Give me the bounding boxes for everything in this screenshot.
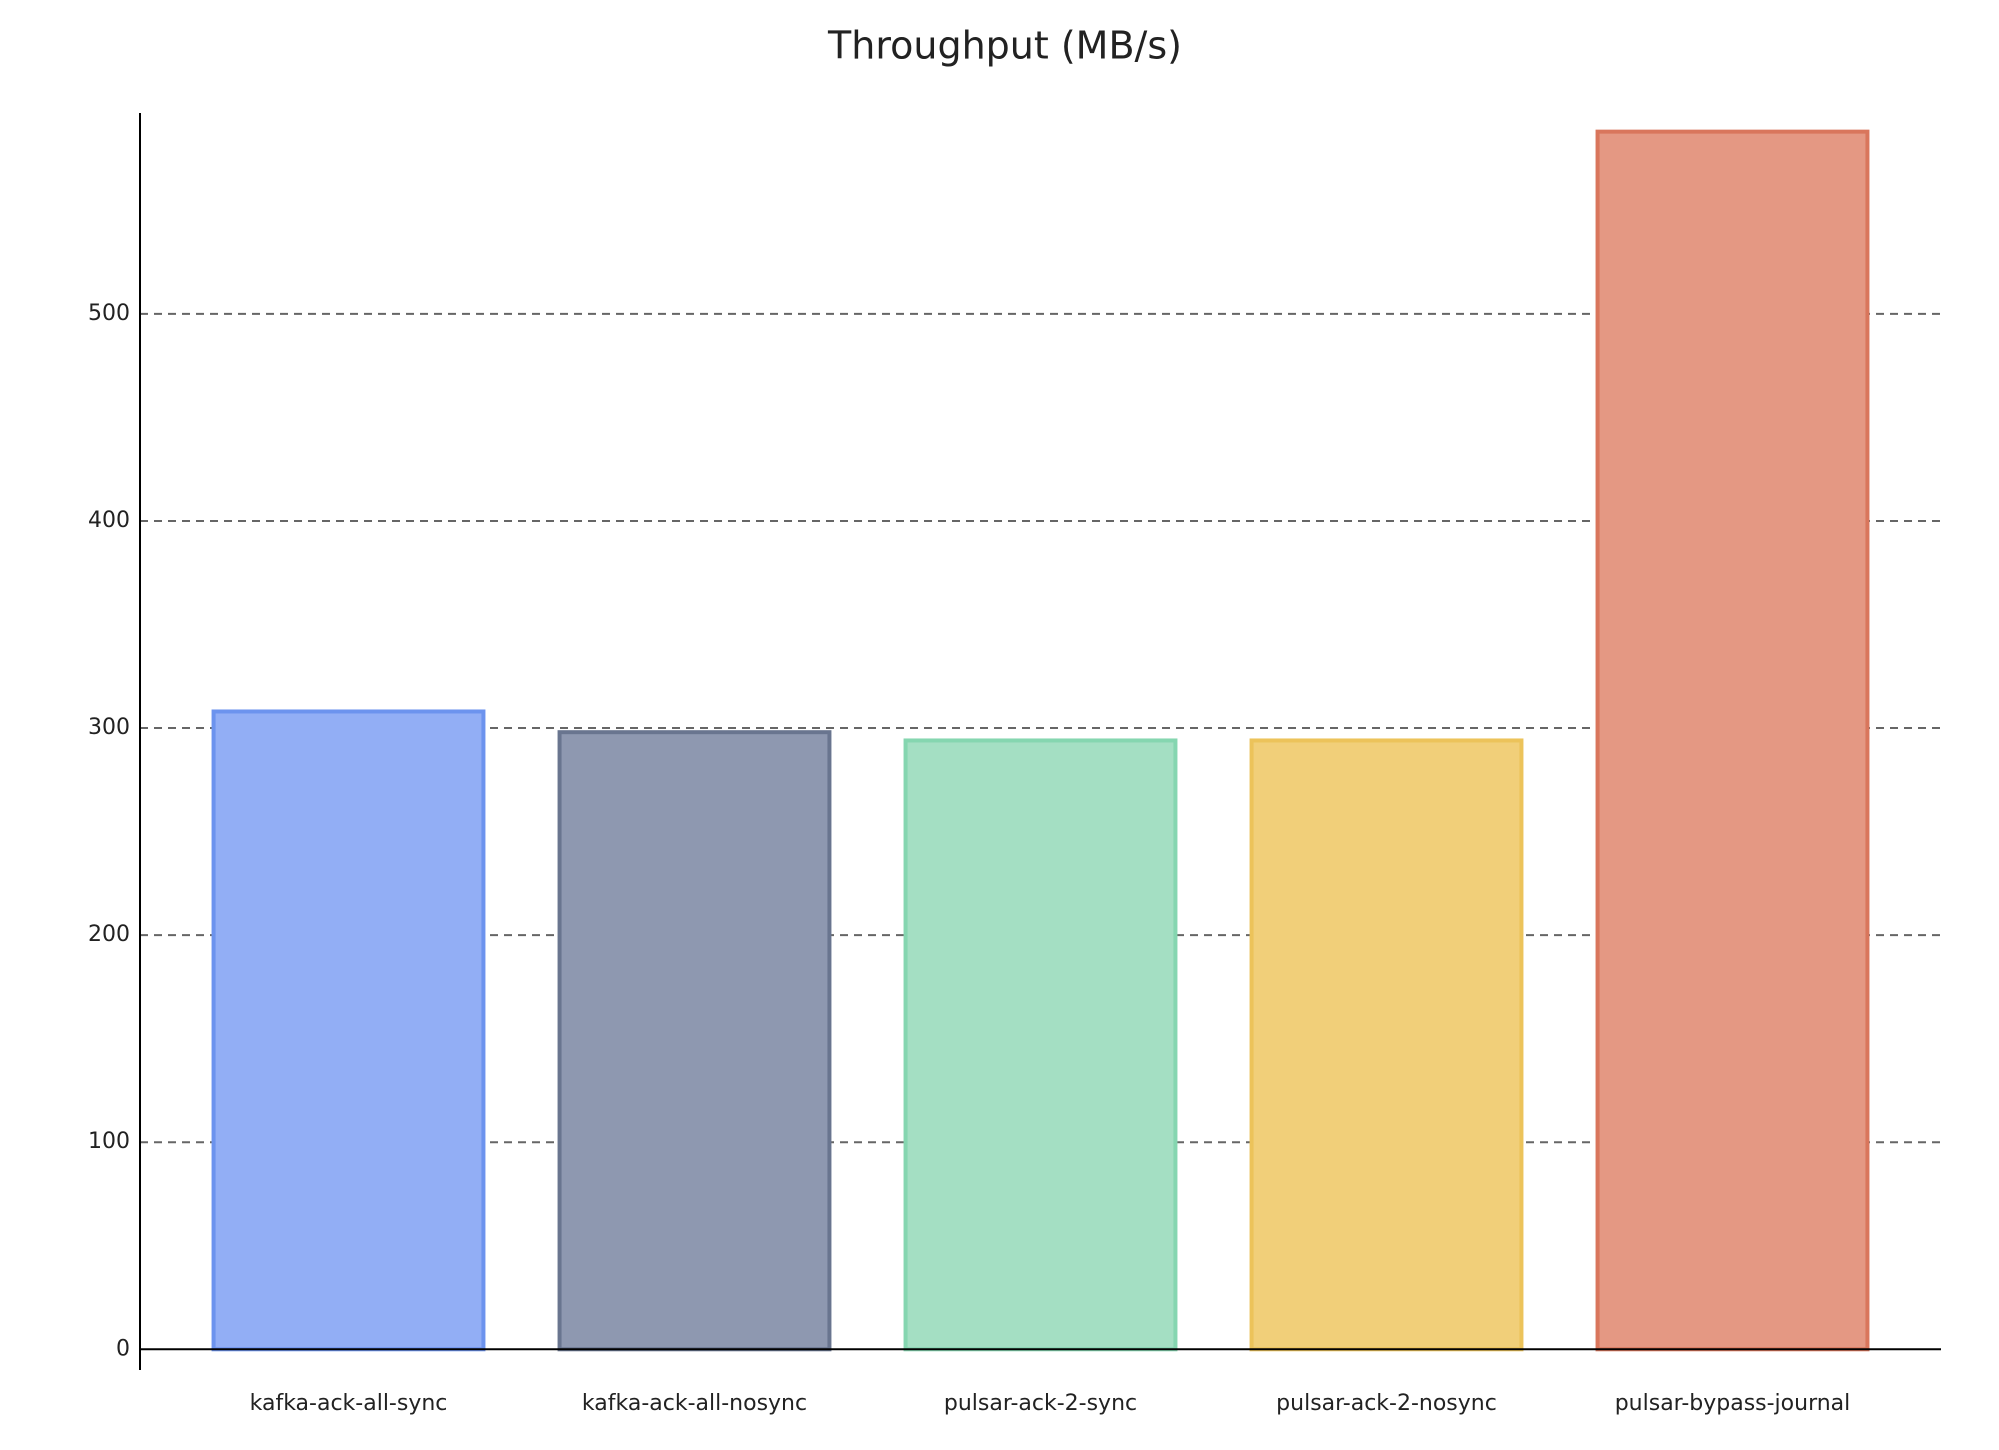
x-tick-label: kafka-ack-all-nosync xyxy=(582,1391,807,1416)
y-tick-label: 100 xyxy=(88,1129,130,1154)
bar xyxy=(903,738,1178,1352)
x-tick-label: kafka-ack-all-sync xyxy=(250,1391,448,1416)
bar xyxy=(557,730,832,1352)
y-tick-label: 0 xyxy=(116,1336,130,1361)
x-tick-label: pulsar-ack-2-nosync xyxy=(1276,1391,1497,1416)
y-tick-label: 300 xyxy=(88,715,130,740)
x-tick-label: pulsar-bypass-journal xyxy=(1615,1391,1851,1416)
x-tick-label: pulsar-ack-2-sync xyxy=(944,1391,1137,1416)
bar xyxy=(1595,129,1870,1352)
bar xyxy=(211,709,486,1352)
y-tick-label: 200 xyxy=(88,922,130,947)
chart-title: Throughput (MB/s) xyxy=(827,24,1182,68)
y-tick-label: 400 xyxy=(88,508,130,533)
bar xyxy=(1249,738,1524,1352)
y-tick-label: 500 xyxy=(88,301,130,326)
